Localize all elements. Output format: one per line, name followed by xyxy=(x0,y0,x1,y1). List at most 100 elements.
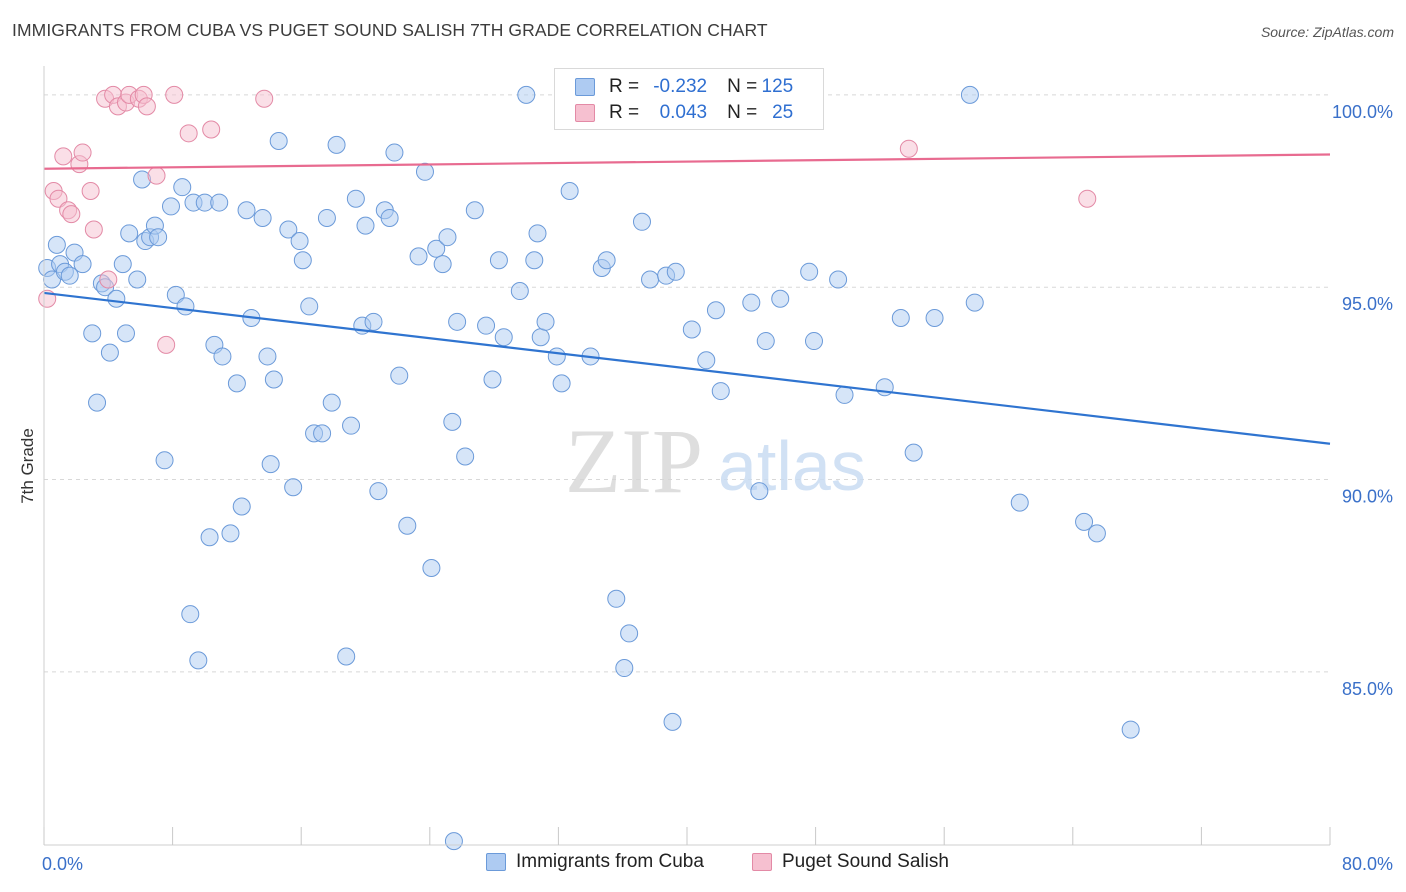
legend-item-salish[interactable]: Puget Sound Salish xyxy=(752,851,949,873)
point-cuba xyxy=(444,832,463,851)
y-tick-label: 95.0% xyxy=(1342,294,1393,314)
point-cuba xyxy=(161,197,180,216)
point-salish xyxy=(49,189,68,208)
point-cuba xyxy=(427,239,446,258)
point-cuba xyxy=(438,228,457,247)
point-cuba xyxy=(269,132,288,151)
point-cuba xyxy=(342,416,361,435)
point-cuba xyxy=(409,247,428,266)
point-cuba xyxy=(181,605,200,624)
point-cuba xyxy=(597,251,616,270)
point-cuba xyxy=(750,482,769,501)
point-cuba xyxy=(666,262,685,281)
point-cuba xyxy=(1087,524,1106,543)
y-tick-label: 90.0% xyxy=(1342,487,1393,507)
point-cuba xyxy=(483,370,502,389)
r-value: 0.043 xyxy=(659,102,708,123)
source-label: Source: ZipAtlas.com xyxy=(1260,24,1394,40)
point-salish xyxy=(202,120,221,139)
point-cuba xyxy=(697,351,716,370)
point-cuba xyxy=(300,297,319,316)
y-tick-label: 85.0% xyxy=(1342,679,1393,699)
point-cuba xyxy=(960,85,979,104)
point-cuba xyxy=(322,393,341,412)
point-cuba xyxy=(711,382,730,401)
point-cuba xyxy=(166,285,185,304)
point-cuba xyxy=(261,455,280,474)
point-cuba xyxy=(116,324,135,343)
point-salish xyxy=(1078,189,1097,208)
point-cuba xyxy=(100,343,119,362)
point-cuba xyxy=(60,266,79,285)
point-cuba xyxy=(422,559,441,578)
point-cuba xyxy=(73,255,92,274)
legend-swatch-blue xyxy=(486,853,506,871)
point-cuba xyxy=(1010,493,1029,512)
point-salish xyxy=(99,270,118,289)
point-cuba xyxy=(415,162,434,181)
point-salish xyxy=(137,97,156,116)
point-cuba xyxy=(531,328,550,347)
point-cuba xyxy=(1121,720,1140,739)
legend-label-salish: Puget Sound Salish xyxy=(782,851,949,872)
point-cuba xyxy=(489,251,508,270)
point-cuba xyxy=(293,251,312,270)
point-salish xyxy=(81,182,100,201)
point-cuba xyxy=(221,524,240,543)
point-cuba xyxy=(800,262,819,281)
point-cuba xyxy=(327,135,346,154)
point-cuba xyxy=(632,212,651,231)
point-salish xyxy=(255,89,274,108)
r-label: R = xyxy=(609,102,640,123)
point-cuba xyxy=(965,293,984,312)
point-cuba xyxy=(465,201,484,220)
point-cuba xyxy=(706,301,725,320)
point-cuba xyxy=(173,178,192,197)
point-cuba xyxy=(771,289,790,308)
chart-title: IMMIGRANTS FROM CUBA VS PUGET SOUND SALI… xyxy=(12,20,768,40)
n-label: N = xyxy=(727,102,758,123)
point-cuba xyxy=(364,312,383,331)
point-salish xyxy=(165,85,184,104)
point-cuba xyxy=(552,374,571,393)
point-cuba xyxy=(107,289,126,308)
point-cuba xyxy=(477,316,496,335)
point-cuba xyxy=(380,208,399,227)
legend-row-salish: R = 0.043 N = 25 xyxy=(575,100,793,126)
series-legend: Immigrants from Cuba Puget Sound Salish xyxy=(0,851,1406,877)
point-cuba xyxy=(536,312,555,331)
point-cuba xyxy=(494,328,513,347)
point-salish xyxy=(84,220,103,239)
point-cuba xyxy=(369,482,388,501)
point-cuba xyxy=(284,478,303,497)
point-cuba xyxy=(317,208,336,227)
point-cuba xyxy=(525,251,544,270)
point-cuba xyxy=(200,528,219,547)
trendline-salish xyxy=(43,153,1331,170)
legend-row-cuba: R = -0.232 N = 125 xyxy=(575,74,793,100)
legend-item-cuba[interactable]: Immigrants from Cuba xyxy=(486,851,704,873)
point-cuba xyxy=(356,216,375,235)
x-tick-label: 0.0% xyxy=(42,854,83,874)
point-cuba xyxy=(155,451,174,470)
point-cuba xyxy=(120,224,139,243)
point-salish xyxy=(73,143,92,162)
r-label: R = xyxy=(609,76,640,97)
n-label: N = xyxy=(727,76,758,97)
point-cuba xyxy=(682,320,701,339)
x-tick-label: 80.0% xyxy=(1342,854,1393,874)
points-layer xyxy=(38,85,1140,851)
point-cuba xyxy=(385,143,404,162)
point-cuba xyxy=(88,393,107,412)
axis-layer: 100.0% 95.0% 90.0% 85.0% 0.0% 80.0% xyxy=(42,66,1393,874)
point-cuba xyxy=(804,332,823,351)
point-cuba xyxy=(227,374,246,393)
point-cuba xyxy=(149,228,168,247)
point-cuba xyxy=(829,270,848,289)
point-cuba xyxy=(113,255,132,274)
point-cuba xyxy=(390,366,409,385)
point-cuba xyxy=(456,447,475,466)
point-cuba xyxy=(290,232,309,251)
point-cuba xyxy=(448,312,467,331)
